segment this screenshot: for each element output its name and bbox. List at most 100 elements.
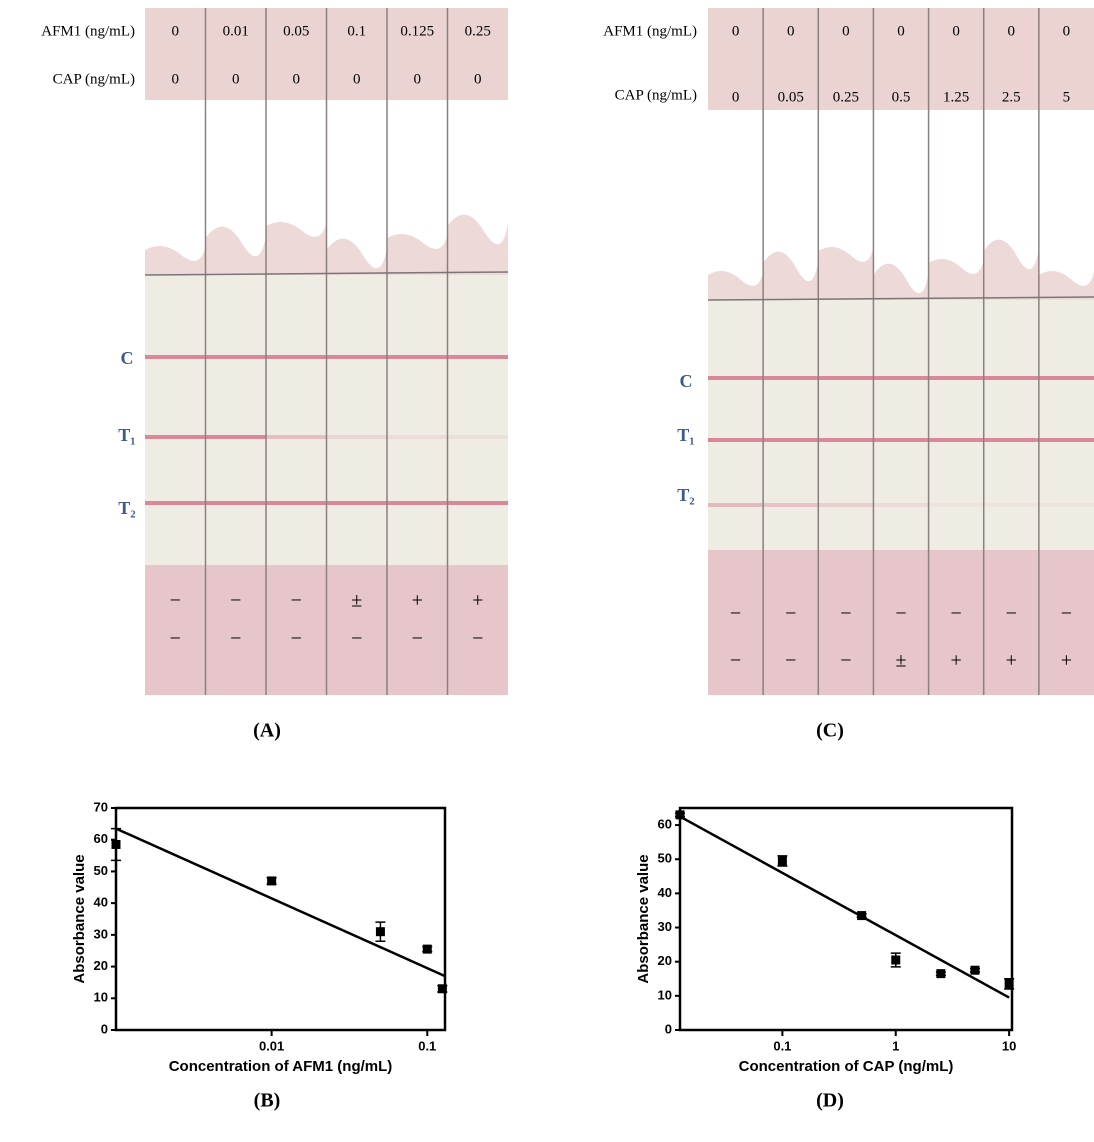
- result-sign: −: [291, 628, 302, 650]
- test-line: [145, 435, 206, 439]
- test-line: [708, 503, 764, 507]
- result-sign: +: [951, 650, 962, 672]
- y-tick-label: 10: [658, 987, 672, 1002]
- row-label: CAP (ng/mL): [53, 71, 135, 87]
- y-tick-label: 60: [94, 831, 108, 846]
- stain: [205, 226, 266, 275]
- stain: [708, 271, 764, 300]
- row-label: AFM1 (ng/mL): [41, 23, 135, 39]
- pad-edge: [144, 271, 509, 276]
- afm1-value: 0: [1063, 23, 1071, 39]
- pad-edge: [707, 296, 1094, 301]
- line-label: T₂: [677, 485, 694, 505]
- cap-value: 0: [474, 71, 482, 87]
- test-line: [145, 501, 206, 505]
- result-sign: −: [351, 628, 362, 650]
- stain: [818, 247, 874, 300]
- cap-value: 0: [293, 71, 301, 87]
- result-sign: −: [730, 603, 741, 625]
- test-line: [205, 355, 266, 359]
- test-line: [205, 435, 266, 439]
- result-sign: −: [472, 628, 483, 650]
- y-axis-label: Absorbance value: [71, 854, 88, 983]
- result-sign: +: [1061, 650, 1072, 672]
- row-label: AFM1 (ng/mL): [603, 23, 697, 39]
- result-sign: −: [170, 628, 181, 650]
- afm1-value: 0: [897, 23, 905, 39]
- line-label: C: [121, 348, 134, 368]
- test-line: [387, 435, 448, 439]
- result-sign: −: [170, 590, 181, 612]
- test-line: [447, 435, 508, 439]
- afm1-value: 0.125: [400, 23, 434, 39]
- result-sign: −: [230, 628, 241, 650]
- result-sign: −: [895, 603, 906, 625]
- x-tick-label: 1: [892, 1038, 899, 1053]
- stain: [266, 222, 327, 275]
- cap-value: 0.25: [833, 89, 859, 105]
- y-tick-label: 40: [94, 895, 108, 910]
- x-tick-label: 0.1: [773, 1038, 791, 1053]
- panel-caption: (B): [254, 1090, 281, 1112]
- test-line: [818, 503, 874, 507]
- afm1-value: 0: [732, 23, 740, 39]
- y-tick-label: 50: [658, 851, 672, 866]
- test-line: [1038, 438, 1094, 442]
- test-line: [447, 501, 508, 505]
- test-line: [873, 376, 929, 380]
- test-line: [326, 355, 387, 359]
- afm1-value: 0: [172, 23, 180, 39]
- result-sign: −: [730, 650, 741, 672]
- result-sign: −: [951, 603, 962, 625]
- line-label: T₁: [118, 425, 135, 445]
- test-line: [983, 503, 1039, 507]
- cap-value: 2.5: [1002, 89, 1021, 105]
- test-line: [928, 376, 984, 380]
- test-line: [387, 355, 448, 359]
- result-sign: −: [1061, 603, 1072, 625]
- test-line: [983, 438, 1039, 442]
- stain: [1038, 271, 1094, 300]
- y-tick-label: 30: [658, 919, 672, 934]
- y-tick-label: 10: [94, 990, 108, 1005]
- y-tick-label: 20: [658, 953, 672, 968]
- stain: [447, 214, 508, 275]
- cap-value: 1.25: [943, 89, 969, 105]
- panel-caption: (D): [816, 1090, 844, 1112]
- result-sign: −: [840, 650, 851, 672]
- y-tick-label: 40: [658, 885, 672, 900]
- y-tick-label: 20: [94, 958, 108, 973]
- stain: [873, 263, 929, 300]
- data-point: [936, 969, 946, 979]
- stain: [928, 259, 984, 300]
- y-tick-label: 70: [94, 799, 108, 814]
- y-tick-label: 60: [658, 817, 672, 832]
- test-line: [818, 438, 874, 442]
- fit-line: [679, 815, 1010, 999]
- afm1-value: 0.25: [465, 23, 491, 39]
- result-sign: ±: [351, 590, 362, 612]
- afm1-value: 0.05: [283, 23, 309, 39]
- cap-value: 0.5: [892, 89, 911, 105]
- x-axis-label: Concentration of AFM1 (ng/mL): [169, 1058, 393, 1075]
- test-line: [266, 435, 327, 439]
- data-point: [422, 944, 432, 954]
- test-line: [763, 438, 819, 442]
- cap-value: 0.05: [778, 89, 804, 105]
- afm1-value: 0: [842, 23, 850, 39]
- line-label: T₂: [118, 498, 135, 518]
- fit-line: [115, 827, 446, 978]
- test-line: [326, 501, 387, 505]
- afm1-value: 0: [787, 23, 795, 39]
- cap-value: 0: [172, 71, 180, 87]
- cap-value: 0: [232, 71, 240, 87]
- result-sign: −: [840, 603, 851, 625]
- test-line: [1038, 376, 1094, 380]
- afm1-value: 0: [952, 23, 960, 39]
- panel-caption: (A): [253, 720, 281, 742]
- data-point: [111, 839, 121, 849]
- result-sign: +: [1006, 650, 1017, 672]
- result-sign: +: [472, 590, 483, 612]
- test-line: [266, 501, 327, 505]
